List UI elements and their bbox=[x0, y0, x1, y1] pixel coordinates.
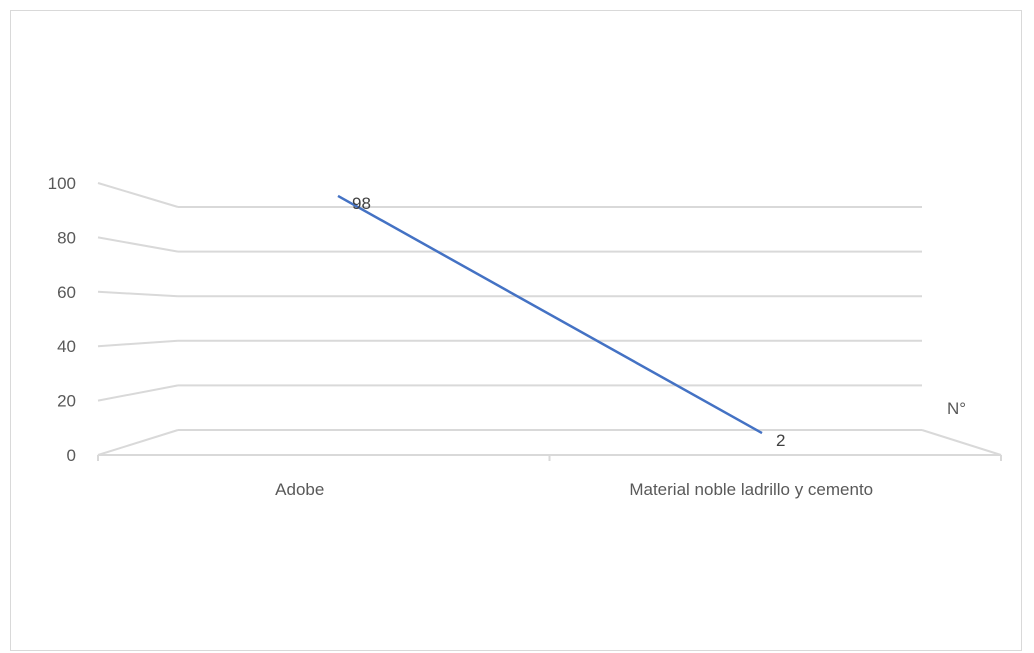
category-label: Material noble ladrillo y cemento bbox=[629, 480, 873, 499]
gridline-wall-60 bbox=[97, 290, 179, 298]
chart-frame bbox=[10, 10, 1022, 651]
gridlines bbox=[97, 182, 1002, 456]
y-tick-label: 40 bbox=[57, 337, 76, 356]
gridline-wall-20 bbox=[97, 384, 179, 402]
gridline-wall-100 bbox=[97, 182, 179, 208]
y-tick-label: 100 bbox=[48, 174, 76, 193]
series-lines bbox=[337, 194, 763, 435]
axes bbox=[97, 454, 1002, 461]
category-labels: Adobe Material noble ladrillo y cemento bbox=[275, 480, 873, 499]
data-label: 98 bbox=[352, 194, 371, 213]
floor-right-edge bbox=[921, 429, 1002, 456]
y-tick-label: 60 bbox=[57, 283, 76, 302]
y-tick-label: 80 bbox=[57, 228, 76, 247]
y-tick-labels: 0 20 40 60 80 100 bbox=[48, 174, 76, 465]
gridline-wall-40 bbox=[97, 339, 179, 348]
series-line bbox=[337, 194, 763, 435]
series-name-label: N° bbox=[947, 399, 966, 418]
gridline-wall-80 bbox=[97, 236, 179, 253]
y-tick-label: 20 bbox=[57, 392, 76, 411]
data-label: 2 bbox=[776, 431, 785, 450]
y-tick-label: 0 bbox=[67, 446, 76, 465]
gridline-wall-0 bbox=[97, 429, 179, 456]
category-label: Adobe bbox=[275, 480, 324, 499]
data-labels: 98 2 N° bbox=[352, 194, 966, 450]
